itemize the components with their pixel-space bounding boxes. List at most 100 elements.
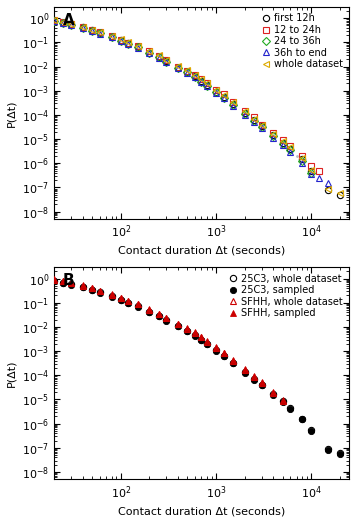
SFHH, sampled	[281, 397, 285, 403]
12 to 24h	[252, 114, 256, 120]
25C3, whole dataset	[193, 332, 197, 338]
36h to end	[193, 74, 197, 81]
24 to 36h	[221, 95, 226, 101]
whole dataset	[252, 116, 256, 122]
SFHH, sampled	[193, 329, 197, 335]
24 to 36h	[243, 111, 247, 117]
SFHH, sampled	[69, 280, 73, 286]
12 to 24h	[231, 99, 235, 105]
36h to end	[185, 70, 189, 76]
25C3, whole dataset	[98, 289, 102, 295]
12 to 24h	[300, 153, 304, 159]
first 12h	[119, 37, 123, 43]
24 to 36h	[185, 69, 189, 75]
36h to end	[69, 22, 73, 28]
36h to end	[317, 175, 321, 181]
25C3, sampled	[214, 347, 218, 354]
25C3, sampled	[281, 399, 285, 405]
25C3, sampled	[193, 333, 197, 339]
25C3, sampled	[176, 323, 180, 329]
SFHH, whole dataset	[271, 390, 276, 396]
12 to 24h	[126, 40, 130, 46]
12 to 24h	[214, 87, 218, 93]
25C3, sampled	[126, 300, 130, 306]
SFHH, whole dataset	[61, 278, 66, 285]
12 to 24h	[221, 92, 226, 98]
25C3, sampled	[231, 360, 235, 367]
SFHH, whole dataset	[157, 311, 161, 317]
36h to end	[81, 25, 85, 31]
25C3, whole dataset	[176, 323, 180, 329]
SFHH, sampled	[271, 389, 276, 395]
12 to 24h	[81, 24, 85, 30]
12 to 24h	[157, 53, 161, 59]
25C3, sampled	[98, 290, 102, 296]
Line: 12 to 24h: 12 to 24h	[51, 17, 322, 174]
25C3, sampled	[300, 416, 304, 423]
first 12h	[252, 117, 256, 123]
12 to 24h	[164, 57, 168, 63]
36h to end	[52, 18, 56, 24]
12 to 24h	[271, 130, 276, 136]
36h to end	[243, 112, 247, 118]
36h to end	[260, 125, 264, 131]
36h to end	[288, 149, 292, 155]
25C3, sampled	[109, 293, 114, 300]
36h to end	[147, 50, 152, 56]
24 to 36h	[109, 34, 114, 40]
first 12h	[69, 21, 73, 28]
Text: A: A	[63, 13, 75, 28]
SFHH, whole dataset	[221, 350, 226, 357]
25C3, whole dataset	[109, 293, 114, 300]
24 to 36h	[252, 118, 256, 124]
25C3, whole dataset	[164, 317, 168, 323]
36h to end	[281, 142, 285, 149]
25C3, whole dataset	[205, 340, 209, 347]
Line: whole dataset: whole dataset	[51, 17, 343, 196]
25C3, sampled	[309, 428, 314, 434]
first 12h	[214, 89, 218, 95]
SFHH, sampled	[52, 276, 56, 282]
whole dataset	[185, 67, 189, 73]
whole dataset	[309, 166, 314, 173]
first 12h	[260, 123, 264, 129]
12 to 24h	[288, 143, 292, 150]
whole dataset	[61, 19, 66, 26]
25C3, sampled	[288, 405, 292, 412]
25C3, sampled	[205, 341, 209, 347]
SFHH, sampled	[243, 366, 247, 372]
25C3, whole dataset	[243, 369, 247, 375]
Y-axis label: P(Δt): P(Δt)	[6, 359, 16, 387]
12 to 24h	[135, 43, 140, 50]
first 12h	[90, 27, 94, 33]
25C3, sampled	[260, 382, 264, 389]
Legend: first 12h, 12 to 24h, 24 to 36h, 36h to end, whole dataset: first 12h, 12 to 24h, 24 to 36h, 36h to …	[260, 12, 345, 71]
Legend: 25C3, whole dataset, 25C3, sampled, SFHH, whole dataset, SFHH, sampled: 25C3, whole dataset, 25C3, sampled, SFHH…	[227, 272, 345, 320]
24 to 36h	[135, 44, 140, 50]
SFHH, sampled	[214, 344, 218, 350]
12 to 24h	[309, 163, 314, 169]
first 12h	[243, 110, 247, 116]
SFHH, sampled	[252, 373, 256, 380]
first 12h	[135, 44, 140, 50]
24 to 36h	[193, 74, 197, 80]
first 12h	[221, 94, 226, 100]
25C3, whole dataset	[61, 279, 66, 286]
SFHH, sampled	[157, 310, 161, 316]
SFHH, sampled	[98, 288, 102, 294]
first 12h	[271, 132, 276, 138]
SFHH, whole dataset	[231, 358, 235, 364]
25C3, sampled	[326, 447, 330, 453]
whole dataset	[231, 99, 235, 106]
SFHH, sampled	[147, 306, 152, 313]
25C3, sampled	[271, 391, 276, 397]
SFHH, sampled	[185, 325, 189, 331]
first 12h	[326, 187, 330, 193]
25C3, sampled	[252, 377, 256, 383]
SFHH, sampled	[90, 285, 94, 291]
whole dataset	[260, 121, 264, 128]
36h to end	[61, 20, 66, 26]
SFHH, sampled	[119, 294, 123, 301]
whole dataset	[288, 144, 292, 151]
first 12h	[338, 191, 342, 198]
